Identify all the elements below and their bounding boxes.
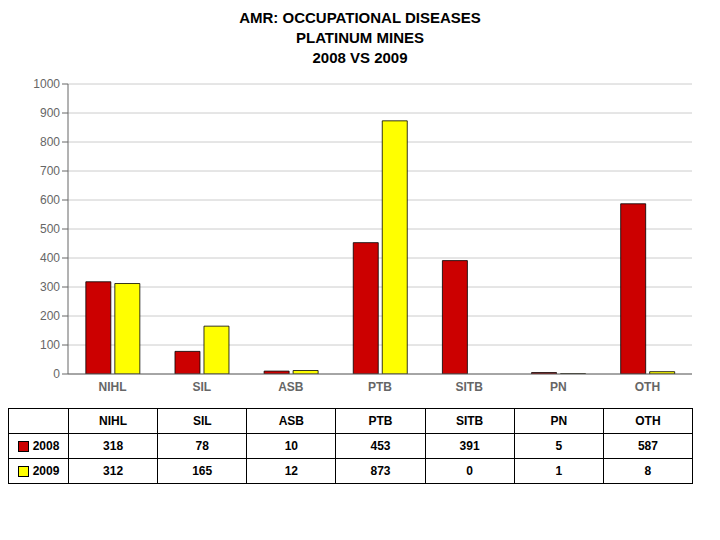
svg-text:200: 200 bbox=[40, 309, 60, 323]
html-text:10: 10 bbox=[284, 439, 298, 453]
svg-text:SIL: SIL bbox=[192, 380, 211, 394]
html-text:5: 5 bbox=[555, 439, 563, 453]
svg-text:ASB: ASB bbox=[278, 380, 304, 394]
html-text:873: 873 bbox=[370, 464, 391, 478]
html-text:OTH: OTH bbox=[635, 414, 661, 428]
html-text:312: 312 bbox=[103, 464, 124, 478]
svg-text:OTH: OTH bbox=[635, 380, 660, 394]
html-text:587: 587 bbox=[637, 439, 658, 453]
html-text:12: 12 bbox=[284, 464, 298, 478]
html-text:2008: 2008 bbox=[32, 439, 60, 453]
html-text:453: 453 bbox=[370, 439, 391, 453]
svg-text:0: 0 bbox=[53, 367, 60, 381]
html-text:0: 0 bbox=[466, 464, 473, 478]
html-text:78: 78 bbox=[195, 439, 209, 453]
svg-text:1000: 1000 bbox=[33, 77, 60, 91]
html-text:SITB: SITB bbox=[456, 414, 484, 428]
svg-text:900: 900 bbox=[40, 106, 60, 120]
svg-text:100: 100 bbox=[40, 338, 60, 352]
html-text:AMR: OCCUPATIONAL DISEASES: AMR: OCCUPATIONAL DISEASES bbox=[239, 9, 481, 26]
svg-text:NIHL: NIHL bbox=[99, 380, 127, 394]
html-text:2009: 2009 bbox=[32, 464, 60, 478]
html-text:391: 391 bbox=[459, 439, 480, 453]
svg-text:700: 700 bbox=[40, 164, 60, 178]
svg-text:600: 600 bbox=[40, 193, 60, 207]
html-text:8: 8 bbox=[644, 464, 652, 478]
html-text:PTB: PTB bbox=[368, 414, 393, 428]
html-text:318: 318 bbox=[103, 439, 124, 453]
html-text:SIL: SIL bbox=[192, 414, 212, 428]
svg-text:300: 300 bbox=[40, 280, 60, 294]
html-text:2008 VS 2009: 2008 VS 2009 bbox=[312, 49, 408, 66]
html-text:PN: PN bbox=[550, 414, 568, 428]
svg-text:400: 400 bbox=[40, 251, 60, 265]
svg-text:PTB: PTB bbox=[368, 380, 392, 394]
html-text:1: 1 bbox=[555, 464, 563, 478]
svg-text:800: 800 bbox=[40, 135, 60, 149]
svg-text:SITB: SITB bbox=[455, 380, 483, 394]
html-text:165: 165 bbox=[192, 464, 213, 478]
html-text:NIHL: NIHL bbox=[99, 414, 128, 428]
svg-text:PN: PN bbox=[550, 380, 567, 394]
html-text:ASB: ASB bbox=[278, 414, 304, 428]
svg-text:500: 500 bbox=[40, 222, 60, 236]
html-text:PLATINUM MINES: PLATINUM MINES bbox=[296, 29, 424, 46]
